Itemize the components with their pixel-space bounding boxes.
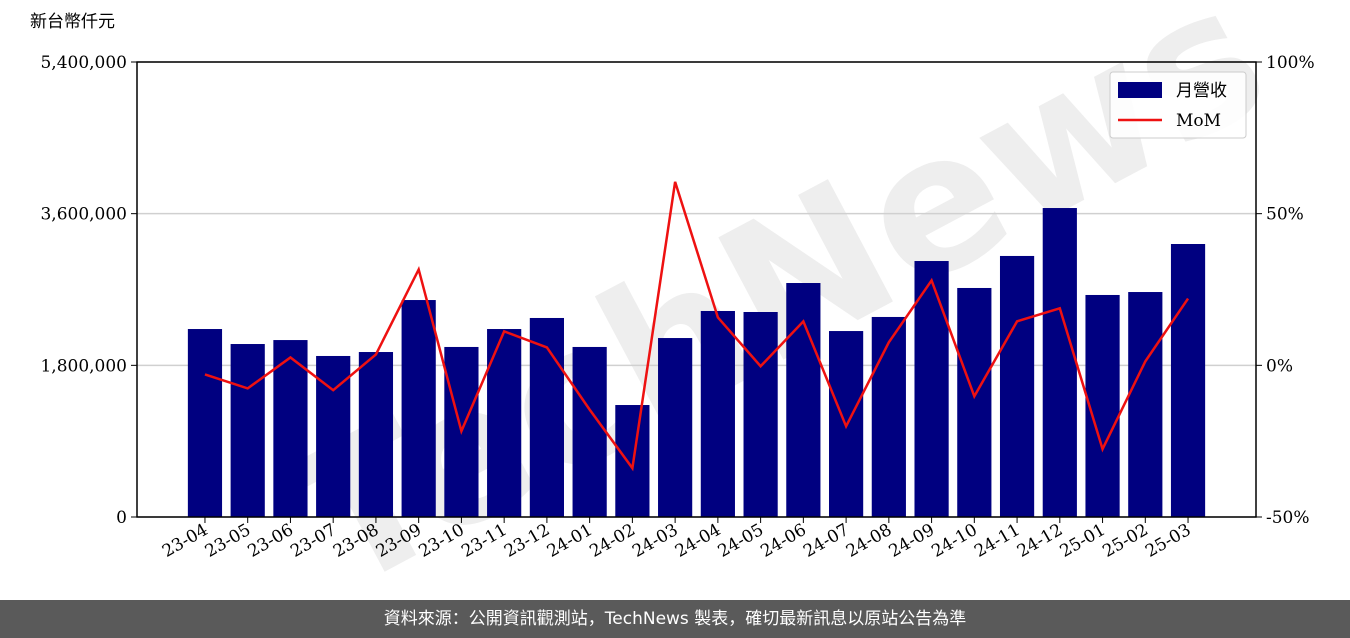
plot-frame [136, 61, 1257, 518]
x-tick-label: 24-02 [586, 520, 638, 562]
x-tick-label: 24-10 [928, 520, 980, 562]
bar [743, 311, 778, 517]
x-tick-label: 24-12 [1014, 520, 1066, 562]
y2-tick-label: 100% [1266, 53, 1315, 73]
y-tick-label: 0 [116, 508, 127, 528]
bar [401, 300, 436, 517]
bar [187, 329, 223, 517]
bar [358, 352, 394, 517]
y-tick-label: 1,800,000 [40, 356, 127, 376]
x-tick-label: 24-07 [800, 520, 852, 562]
legend-swatch [1118, 82, 1162, 98]
x-tick-label: 23-05 [202, 520, 254, 562]
x-tick-label: 24-08 [843, 520, 895, 562]
y2-tick-label: -50% [1266, 508, 1310, 528]
x-tick-label: 24-11 [971, 520, 1023, 562]
bar [700, 310, 735, 517]
legend-label: MoM [1176, 111, 1221, 131]
bar [658, 338, 693, 517]
y2-tick-label: 0% [1266, 356, 1293, 376]
x-tick-label: 25-02 [1099, 520, 1151, 562]
x-tick-label: 23-06 [244, 520, 296, 562]
line [204, 181, 1190, 472]
x-tick-label: 24-09 [886, 520, 938, 562]
y-tick-label: 3,600,000 [40, 205, 127, 225]
bar [1128, 292, 1163, 517]
y-axis-label: 新台幣仟元 [30, 12, 115, 32]
x-tick-label: 24-05 [715, 520, 767, 562]
x-tick-label: 24-03 [629, 520, 681, 562]
bar [1170, 244, 1206, 517]
bar [1042, 208, 1077, 517]
x-tick-label: 25-01 [1057, 520, 1109, 562]
bar [999, 255, 1035, 517]
bar [1085, 294, 1120, 517]
x-tick-label: 24-04 [672, 520, 724, 562]
footer: 資料來源：公開資訊觀測站，TechNews 製表，確切最新訊息以原站公告為準 [0, 600, 1350, 638]
bar [529, 317, 564, 517]
x-tick-label: 25-03 [1142, 520, 1194, 562]
bar [957, 287, 992, 517]
bar [230, 344, 265, 517]
chart: TechNews 新台幣仟元 01,800,0003,600,0005,400,… [30, 0, 1315, 600]
bar [572, 346, 607, 517]
y-tick-label: 5,400,000 [40, 53, 127, 73]
x-tick-label: 24-06 [757, 520, 809, 562]
bar [871, 316, 906, 517]
y2-tick-label: 50% [1266, 205, 1304, 225]
bar [273, 340, 308, 517]
bar [786, 283, 821, 517]
bar [914, 261, 949, 517]
legend-label: 月營收 [1176, 81, 1227, 101]
x-tick-label: 23-04 [159, 520, 211, 562]
